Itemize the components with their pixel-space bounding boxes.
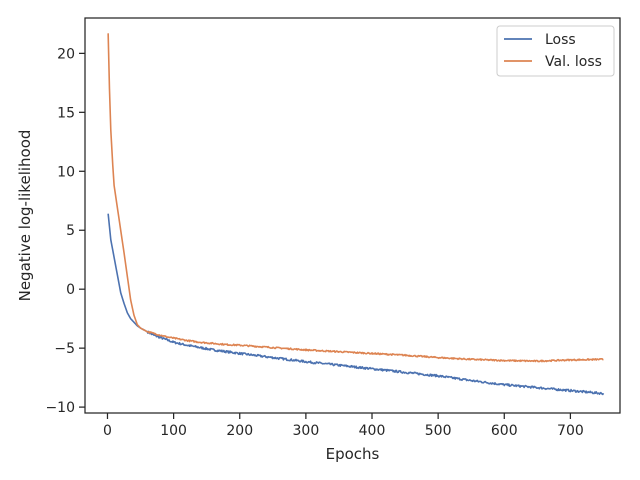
series-line-1 <box>107 213 605 396</box>
y-tick-label: −5 <box>54 341 75 357</box>
y-tick-label: 20 <box>57 46 75 62</box>
x-axis-label: Epochs <box>326 445 380 463</box>
y-tick-label: 5 <box>66 223 75 239</box>
series-line-2 <box>107 33 604 363</box>
tick-group: 0 100 200 300 400 500 600 700 −10 −5 0 5 10 15 20 <box>45 46 583 439</box>
x-tick-label: 600 <box>491 423 518 439</box>
y-tick-label: 10 <box>57 164 75 180</box>
plot-frame <box>84 17 621 414</box>
x-tick-label: 500 <box>425 423 452 439</box>
x-tick-label: 700 <box>557 423 584 439</box>
x-tick-label: 400 <box>359 423 386 439</box>
x-tick-label: 300 <box>293 423 320 439</box>
y-tick-label: −10 <box>45 400 75 416</box>
legend-label: Loss <box>545 32 576 48</box>
plot-background <box>85 18 620 413</box>
legend-label: Val. loss <box>545 54 602 70</box>
y-tick-label: 0 <box>66 282 75 298</box>
x-tick-label: 100 <box>160 423 187 439</box>
x-tick-label: 200 <box>226 423 253 439</box>
x-tick-label: 0 <box>103 423 112 439</box>
series-lines <box>107 33 605 396</box>
legend: Loss Val. loss <box>496 25 615 77</box>
y-tick-label: 15 <box>57 105 75 121</box>
y-axis-label: Negative log-likelihood <box>16 130 34 302</box>
